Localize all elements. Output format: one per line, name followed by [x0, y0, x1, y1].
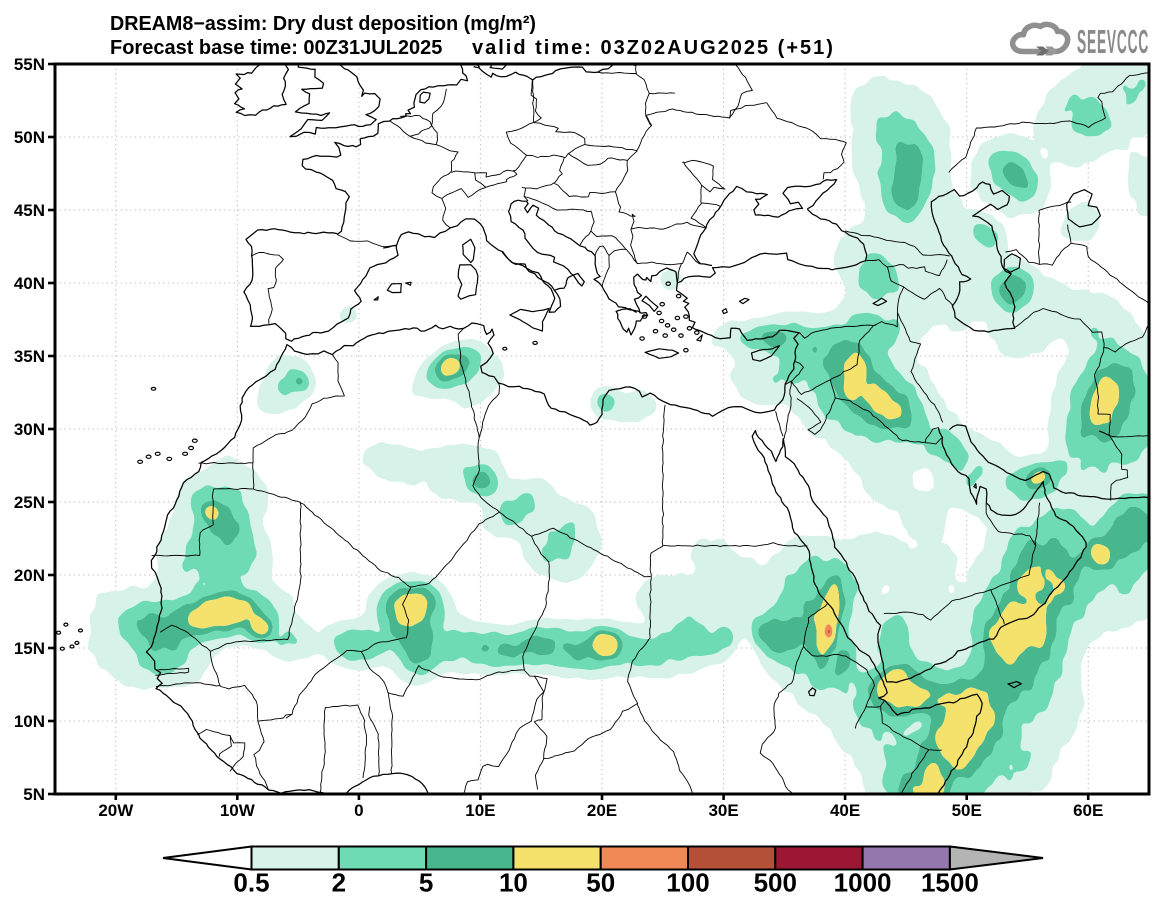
svg-text:10N: 10N	[14, 712, 45, 731]
svg-text:10E: 10E	[465, 801, 495, 820]
svg-text:35N: 35N	[14, 347, 45, 366]
svg-text:20N: 20N	[14, 566, 45, 585]
svg-text:15N: 15N	[14, 639, 45, 658]
svg-text:10W: 10W	[220, 801, 256, 820]
svg-text:45N: 45N	[14, 201, 45, 220]
svg-text:60E: 60E	[1073, 801, 1103, 820]
svg-text:20W: 20W	[98, 801, 134, 820]
svg-text:0.5: 0.5	[233, 868, 269, 898]
svg-text:DREAM8−assim: Dry dust deposit: DREAM8−assim: Dry dust deposition (mg/m²…	[110, 13, 536, 35]
svg-text:valid time: 03Z02AUG2025 (+51): valid time: 03Z02AUG2025 (+51)	[472, 37, 835, 59]
svg-text:50: 50	[586, 868, 615, 898]
svg-text:SEEVCCC: SEEVCCC	[1077, 24, 1149, 61]
svg-text:55N: 55N	[14, 55, 45, 74]
svg-text:50E: 50E	[952, 801, 982, 820]
svg-text:25N: 25N	[14, 493, 45, 512]
svg-text:0: 0	[354, 801, 363, 820]
svg-text:5N: 5N	[23, 785, 45, 804]
svg-text:50N: 50N	[14, 128, 45, 147]
svg-text:40E: 40E	[830, 801, 860, 820]
svg-text:20E: 20E	[587, 801, 617, 820]
svg-text:5: 5	[419, 868, 433, 898]
svg-text:40N: 40N	[14, 274, 45, 293]
svg-text:1000: 1000	[834, 868, 892, 898]
svg-text:Forecast base time: 00Z31JUL20: Forecast base time: 00Z31JUL2025	[110, 37, 442, 59]
svg-text:30E: 30E	[708, 801, 738, 820]
svg-text:1500: 1500	[921, 868, 979, 898]
svg-text:2: 2	[332, 868, 346, 898]
svg-text:10: 10	[499, 868, 528, 898]
svg-text:30N: 30N	[14, 420, 45, 439]
svg-text:100: 100	[666, 868, 709, 898]
svg-text:500: 500	[754, 868, 797, 898]
